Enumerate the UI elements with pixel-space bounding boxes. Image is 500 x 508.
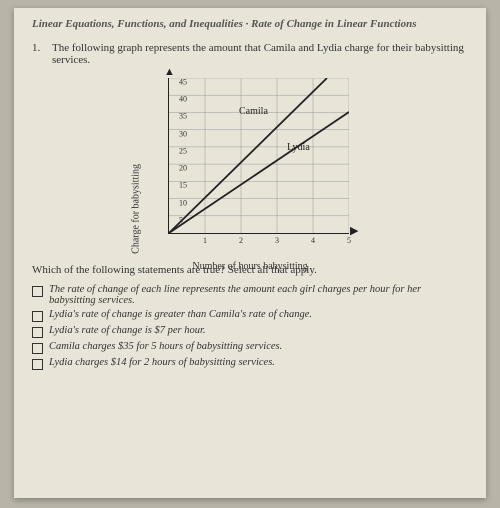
checkbox-icon[interactable] [32, 311, 43, 322]
series-lydia [169, 112, 349, 233]
line-chart: Charge for babysitting Number of hours b… [140, 74, 360, 254]
option-text: Lydia's rate of change is greater than C… [49, 309, 312, 320]
page-header: Linear Equations, Functions, and Inequal… [32, 18, 468, 30]
checkbox-icon[interactable] [32, 327, 43, 338]
option-text: Lydia charges $14 for 2 hours of babysit… [49, 357, 275, 368]
option-row[interactable]: Lydia's rate of change is greater than C… [32, 309, 468, 322]
xtick: 4 [311, 236, 315, 245]
option-text: Camila charges $35 for 5 hours of babysi… [49, 341, 282, 352]
ytick: 25 [179, 147, 187, 156]
arrow-right-icon: ▶ [350, 224, 358, 237]
ytick: 30 [179, 130, 187, 139]
checkbox-icon[interactable] [32, 343, 43, 354]
option-text: The rate of change of each line represen… [49, 284, 468, 306]
ytick: 5 [179, 216, 183, 225]
ytick: 20 [179, 164, 187, 173]
ytick: 45 [179, 78, 187, 87]
xtick: 5 [347, 236, 351, 245]
xtick: 1 [203, 236, 207, 245]
xtick: 2 [239, 236, 243, 245]
ytick: 40 [179, 95, 187, 104]
checkbox-icon[interactable] [32, 359, 43, 370]
question-block: 1. The following graph represents the am… [32, 42, 468, 66]
x-axis-label: Number of hours babysitting [192, 261, 307, 272]
arrow-up-icon: ▲ [164, 66, 175, 78]
ytick: 15 [179, 181, 187, 190]
gridlines [169, 78, 349, 233]
option-row[interactable]: Lydia's rate of change is $7 per hour. [32, 325, 468, 338]
xtick: 3 [275, 236, 279, 245]
option-row[interactable]: Lydia charges $14 for 2 hours of babysit… [32, 357, 468, 370]
label-lydia: Lydia [287, 142, 310, 153]
question-number: 1. [32, 42, 46, 66]
ytick: 35 [179, 112, 187, 121]
option-text: Lydia's rate of change is $7 per hour. [49, 325, 206, 336]
checkbox-icon[interactable] [32, 286, 43, 297]
label-camila: Camila [239, 106, 268, 117]
plot-area: Camila Lydia 45 40 35 30 25 20 15 10 5 1… [168, 78, 349, 234]
chart-container: Charge for babysitting Number of hours b… [32, 74, 468, 254]
option-row[interactable]: The rate of change of each line represen… [32, 284, 468, 306]
y-axis-label: Charge for babysitting [131, 164, 142, 254]
ytick: 10 [179, 199, 187, 208]
question-text: The following graph represents the amoun… [52, 42, 468, 66]
chart-svg [169, 78, 349, 233]
options-list: The rate of change of each line represen… [32, 284, 468, 370]
option-row[interactable]: Camila charges $35 for 5 hours of babysi… [32, 341, 468, 354]
series-camila [169, 78, 327, 233]
worksheet-page: Linear Equations, Functions, and Inequal… [14, 8, 486, 498]
